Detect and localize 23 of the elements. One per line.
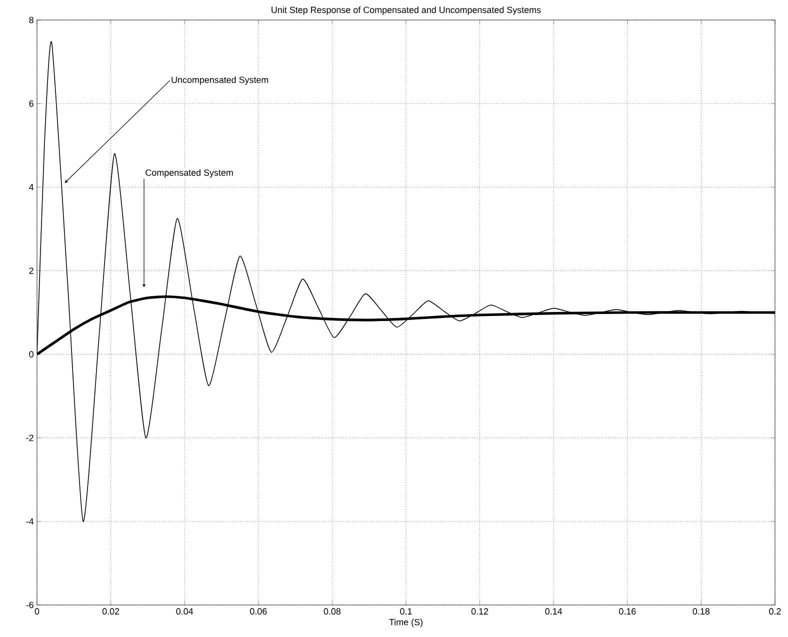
x-tick-label: 0.12 — [471, 608, 488, 615]
annotation: Uncompensated System — [172, 76, 268, 85]
y-tick-label: -4 — [26, 518, 34, 525]
x-tick-label: 0.16 — [619, 608, 636, 615]
x-tick-label: 0.08 — [324, 608, 341, 615]
y-tick-label: 6 — [29, 100, 34, 107]
x-tick-label: 0.02 — [102, 608, 120, 615]
y-tick-label: 2 — [29, 268, 34, 274]
x-axis-title: Time (S) — [389, 618, 422, 628]
x-tick-label: 0 — [34, 608, 40, 615]
y-tick-label: 8 — [29, 16, 34, 24]
x-tick-label: 0.2 — [769, 608, 781, 615]
y-tick-label: -6 — [26, 602, 34, 608]
x-tick-label: 0.1 — [400, 608, 412, 615]
y-tick-label: -2 — [26, 434, 34, 441]
x-tick-label: 0.06 — [250, 608, 267, 615]
annotation: Compensated System — [146, 169, 233, 178]
y-tick-label: 4 — [29, 184, 34, 190]
chart-title: Unit Step Response of Compensated and Uncompensated Systems — [272, 6, 541, 15]
x-tick-label: 0.18 — [692, 608, 710, 615]
x-tick-label: 0.14 — [545, 608, 562, 615]
y-tick-label: 0 — [29, 351, 34, 358]
x-tick-label: 0.04 — [176, 608, 194, 615]
